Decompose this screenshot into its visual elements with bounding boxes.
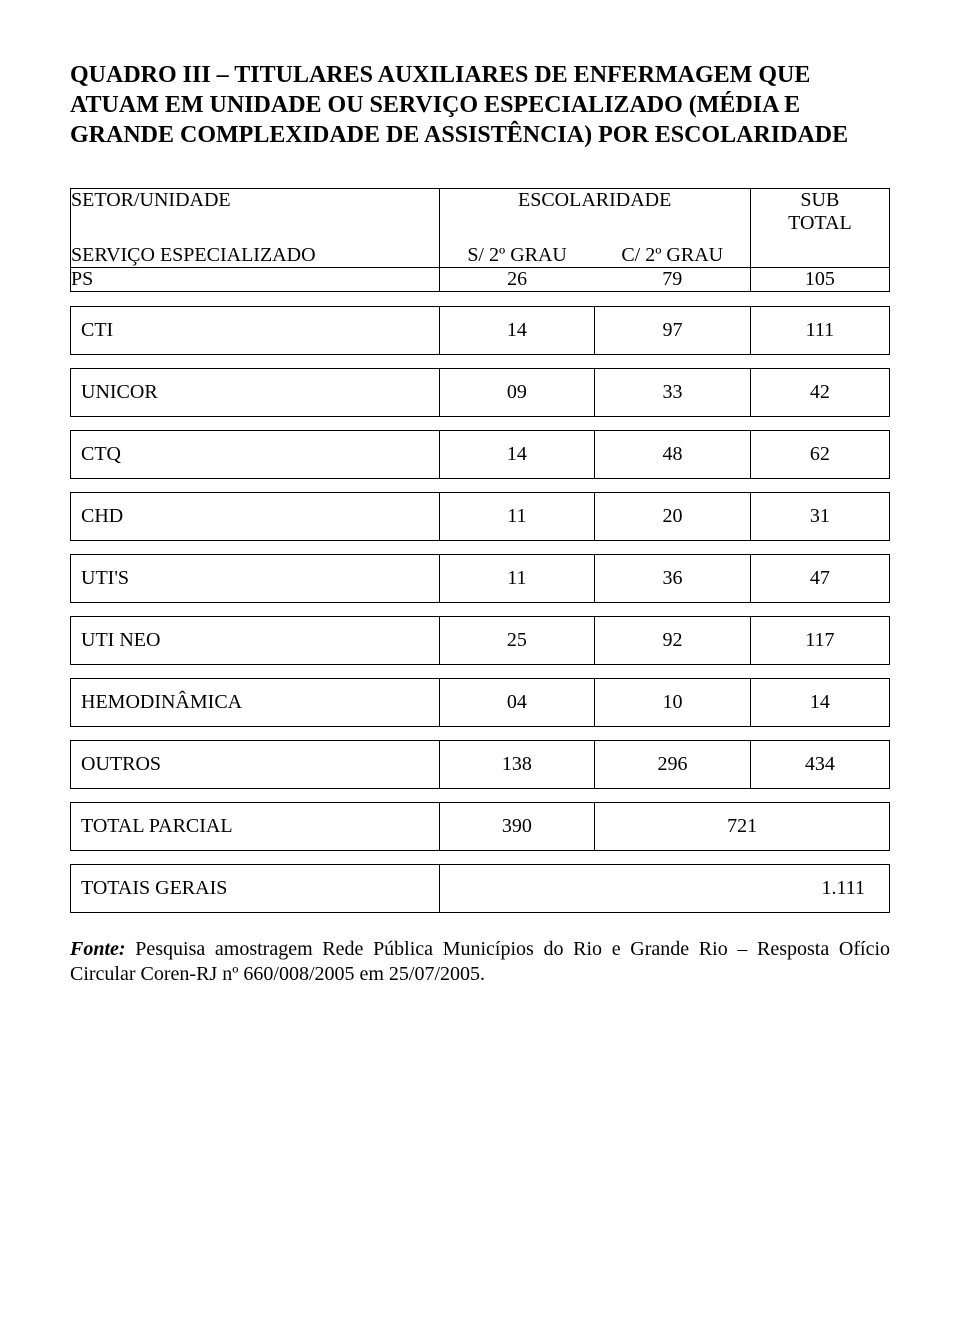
footer-source: Fonte: Pesquisa amostragem Rede Pública … [70, 937, 890, 987]
footer-text: Pesquisa amostragem Rede Pública Municíp… [70, 938, 890, 985]
table-cell: 14 [439, 307, 595, 355]
table-cell: CTI [71, 307, 440, 355]
table-cell: 36 [595, 555, 751, 603]
hdr-escolaridade: ESCOLARIDADE [440, 189, 750, 212]
totais-gerais-row: TOTAIS GERAIS1.111 [71, 865, 890, 913]
table-row: UNICOR093342 [71, 369, 890, 417]
table-cell: 111 [750, 307, 889, 355]
table-cell: 42 [750, 369, 889, 417]
data-table: CTI1497111UNICOR093342CTQ144862CHD112031… [70, 306, 890, 913]
table-cell: 14 [439, 431, 595, 479]
table-cell: UNICOR [71, 369, 440, 417]
table-cell: 117 [750, 617, 889, 665]
first-row-a: 26 [440, 268, 595, 291]
table-cell: UTI'S [71, 555, 440, 603]
table-row: CHD112031 [71, 493, 890, 541]
total-parcial-b: 721 [595, 803, 890, 851]
hdr-servico-especializado: SERVIÇO ESPECIALIZADO [71, 244, 439, 267]
table-cell: 04 [439, 679, 595, 727]
table-cell: 434 [750, 741, 889, 789]
table-cell: 31 [750, 493, 889, 541]
totais-gerais-label: TOTAIS GERAIS [71, 865, 440, 913]
hdr-sub: SUB [751, 189, 889, 212]
first-row-sub: 105 [750, 268, 889, 292]
hdr-total: TOTAL [751, 212, 889, 235]
document-title: QUADRO III – TITULARES AUXILIARES DE ENF… [70, 60, 890, 150]
table-row: UTI'S113647 [71, 555, 890, 603]
table-cell: OUTROS [71, 741, 440, 789]
totais-gerais-value: 1.111 [439, 865, 889, 913]
table-row: CTQ144862 [71, 431, 890, 479]
table-cell: 33 [595, 369, 751, 417]
total-parcial-a: 390 [439, 803, 595, 851]
table-cell: 14 [750, 679, 889, 727]
hdr-setor-unidade: SETOR/UNIDADE [71, 189, 439, 212]
hdr-sem-2grau: S/ 2º GRAU [440, 244, 595, 267]
table-row: HEMODINÂMICA041014 [71, 679, 890, 727]
table-cell: 10 [595, 679, 751, 727]
table-cell: UTI NEO [71, 617, 440, 665]
first-row-b: 79 [595, 268, 750, 291]
table-cell: 296 [595, 741, 751, 789]
table-cell: 11 [439, 555, 595, 603]
footer-fonte-label: Fonte: [70, 938, 126, 960]
table-cell: 09 [439, 369, 595, 417]
table-cell: 138 [439, 741, 595, 789]
total-parcial-row: TOTAL PARCIAL390721 [71, 803, 890, 851]
table-cell: 97 [595, 307, 751, 355]
first-row-label: PS [71, 268, 440, 292]
table-cell: HEMODINÂMICA [71, 679, 440, 727]
table-row: OUTROS138296434 [71, 741, 890, 789]
hdr-com-2grau: C/ 2º GRAU [595, 244, 750, 267]
table-cell: 11 [439, 493, 595, 541]
table-cell: 62 [750, 431, 889, 479]
table-cell: CTQ [71, 431, 440, 479]
table-row: CTI1497111 [71, 307, 890, 355]
table-cell: 48 [595, 431, 751, 479]
table-cell: 25 [439, 617, 595, 665]
table-cell: 47 [750, 555, 889, 603]
total-parcial-label: TOTAL PARCIAL [71, 803, 440, 851]
table-header-block: SETOR/UNIDADE SERVIÇO ESPECIALIZADO ESCO… [70, 188, 890, 292]
table-cell: 20 [595, 493, 751, 541]
table-cell: CHD [71, 493, 440, 541]
table-cell: 92 [595, 617, 751, 665]
table-row: UTI NEO2592117 [71, 617, 890, 665]
